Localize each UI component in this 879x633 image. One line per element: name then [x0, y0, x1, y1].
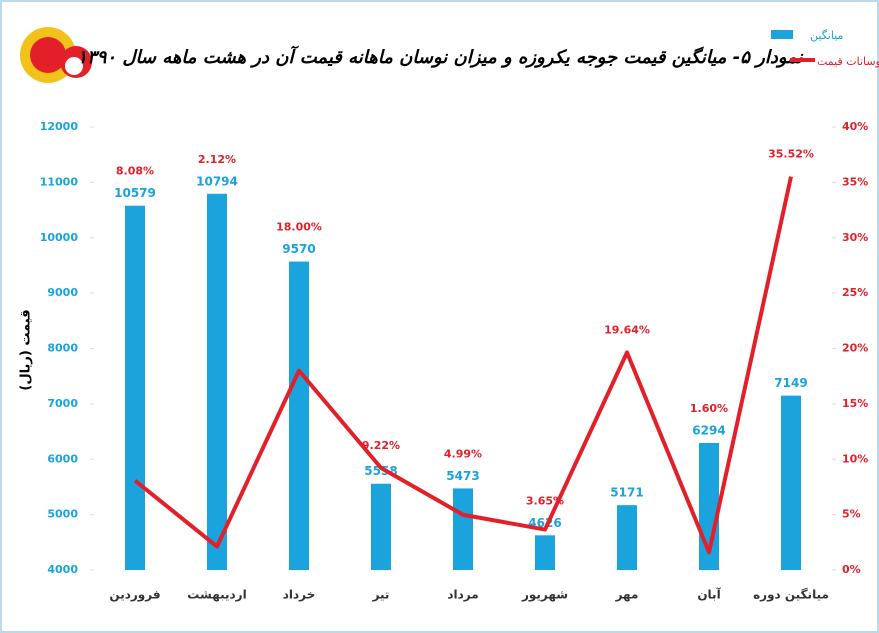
x-tick-label: خرداد: [283, 588, 316, 602]
bar-value-label: 10579: [114, 186, 156, 200]
x-tick-label: میانگین دوره: [753, 588, 829, 603]
y2-tick-label: 25%: [842, 286, 868, 299]
bar: [371, 483, 391, 570]
y-tick-label: 9000: [47, 286, 78, 299]
y-tick-label: 11000: [40, 175, 79, 188]
legend-label: میانگین: [810, 29, 844, 42]
bar: [535, 535, 555, 570]
y2-tick-label: 20%: [842, 342, 868, 355]
line: [133, 176, 793, 555]
line-value-label: 19.64%: [604, 323, 650, 336]
bar: [207, 193, 227, 570]
line-value-label: 9.22%: [362, 439, 400, 452]
x-tick-label: فروردین: [109, 588, 160, 603]
bar: [125, 205, 145, 571]
y2-tick-label: 0%: [842, 563, 861, 576]
x-tick-label: مهر: [615, 588, 639, 602]
x-tick-label: مرداد: [447, 588, 478, 602]
bar: [781, 395, 801, 570]
bar-value-label: 10794: [196, 174, 238, 188]
x-tick-label: اردیبهشت: [187, 588, 246, 602]
logo: [20, 27, 92, 83]
y-tick-label: 12000: [40, 120, 79, 133]
chart-title: نمودار ۵- میانگین قیمت جوجه یکروزه و میز…: [77, 45, 803, 68]
bar-value-label: 5473: [446, 469, 479, 483]
y-axis-label: قیمت (ریال): [19, 309, 34, 390]
bar: [289, 261, 309, 570]
bar-value-label: 9570: [282, 242, 315, 256]
y2-tick-label: 35%: [842, 175, 868, 188]
line-value-label: 8.08%: [116, 165, 154, 178]
y-tick-label: 8000: [47, 342, 78, 355]
line-value-label: 4.99%: [444, 447, 482, 460]
y2-tick-label: 30%: [842, 231, 868, 244]
y-tick-label: 5000: [47, 508, 78, 521]
line-value-label: 2.12%: [198, 153, 236, 166]
y2-tick-label: 40%: [842, 120, 868, 133]
x-tick-label: شهریور: [521, 588, 568, 603]
bar: [617, 505, 637, 570]
y2-tick-label: 15%: [842, 397, 868, 410]
line-value-label: 18.00%: [276, 221, 322, 234]
bar-value-label: 5171: [610, 486, 643, 500]
line-value-label: 3.65%: [526, 494, 564, 507]
legend-label: نوسانات قیمت: [817, 55, 879, 68]
bar: [453, 488, 473, 570]
y-tick-label: 4000: [47, 563, 78, 576]
x-tick-label: تیر: [372, 588, 390, 602]
bar-value-label: 6294: [692, 423, 725, 437]
y-tick-label: 7000: [47, 397, 78, 410]
legend-swatch: [771, 30, 793, 39]
y2-tick-label: 5%: [842, 508, 861, 521]
line-value-label: 1.60%: [690, 402, 728, 415]
line-value-label: 35.52%: [768, 148, 814, 161]
y-tick-label: 6000: [47, 452, 78, 465]
bar-value-label: 7149: [774, 376, 807, 390]
y-tick-label: 10000: [40, 231, 79, 244]
y2-tick-label: 10%: [842, 452, 868, 465]
x-tick-label: آبان: [697, 587, 721, 602]
